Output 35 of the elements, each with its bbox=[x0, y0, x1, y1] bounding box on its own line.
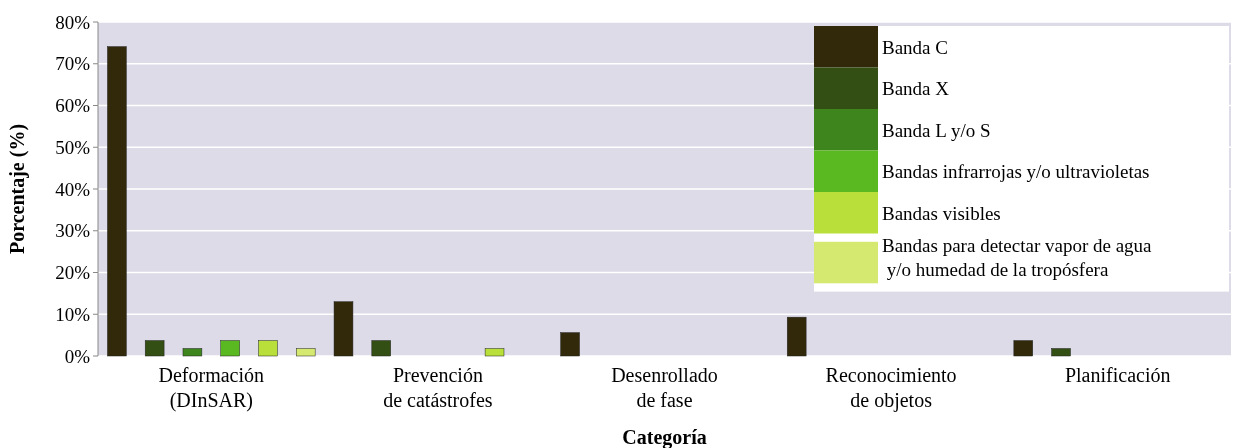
x-tick-label: Deformación (DInSAR) bbox=[158, 364, 265, 412]
bar bbox=[220, 340, 240, 357]
legend-label: Bandas infrarrojas y/o ultravioletas bbox=[882, 161, 1150, 183]
bar bbox=[107, 46, 127, 357]
y-tick-label: 0% bbox=[64, 345, 91, 367]
y-axis-title: Porcentaje (%) bbox=[6, 123, 29, 255]
x-axis-title: Categoría bbox=[622, 426, 707, 448]
y-tick-label: 70% bbox=[55, 53, 91, 75]
bar bbox=[296, 348, 316, 357]
bar bbox=[786, 316, 807, 357]
x-tick-label: Reconocimiento de objetos bbox=[825, 364, 957, 412]
legend-label: Banda L y/o S bbox=[882, 119, 991, 141]
bar bbox=[182, 348, 203, 357]
bar bbox=[371, 340, 391, 357]
bar bbox=[1013, 340, 1033, 357]
legend-label: Banda C bbox=[882, 36, 948, 58]
y-tick-label: 10% bbox=[55, 303, 91, 325]
x-tick-label: Planificación bbox=[1064, 364, 1171, 386]
y-tick-label: 20% bbox=[55, 262, 91, 284]
x-tick-label: Prevención de catástrofes bbox=[383, 364, 493, 411]
legend-label: Bandas visibles bbox=[882, 202, 1001, 224]
y-tick-label: 80% bbox=[55, 11, 91, 33]
bar bbox=[1051, 348, 1071, 357]
bar bbox=[560, 332, 580, 357]
bar bbox=[258, 340, 278, 357]
bar bbox=[333, 301, 354, 357]
legend-label: Bandas para detectar vapor de agua y/o humedad de la tropósfera bbox=[882, 234, 1153, 280]
y-tick-label: 50% bbox=[55, 136, 91, 158]
y-tick-label: 40% bbox=[55, 178, 91, 200]
bar bbox=[144, 340, 165, 357]
y-tick-label: 60% bbox=[55, 95, 91, 117]
bar bbox=[484, 348, 505, 357]
x-tick-label: Desenrollado de fase bbox=[611, 364, 718, 411]
legend-label: Banda X bbox=[882, 78, 950, 100]
y-tick-label: 30% bbox=[55, 220, 91, 242]
